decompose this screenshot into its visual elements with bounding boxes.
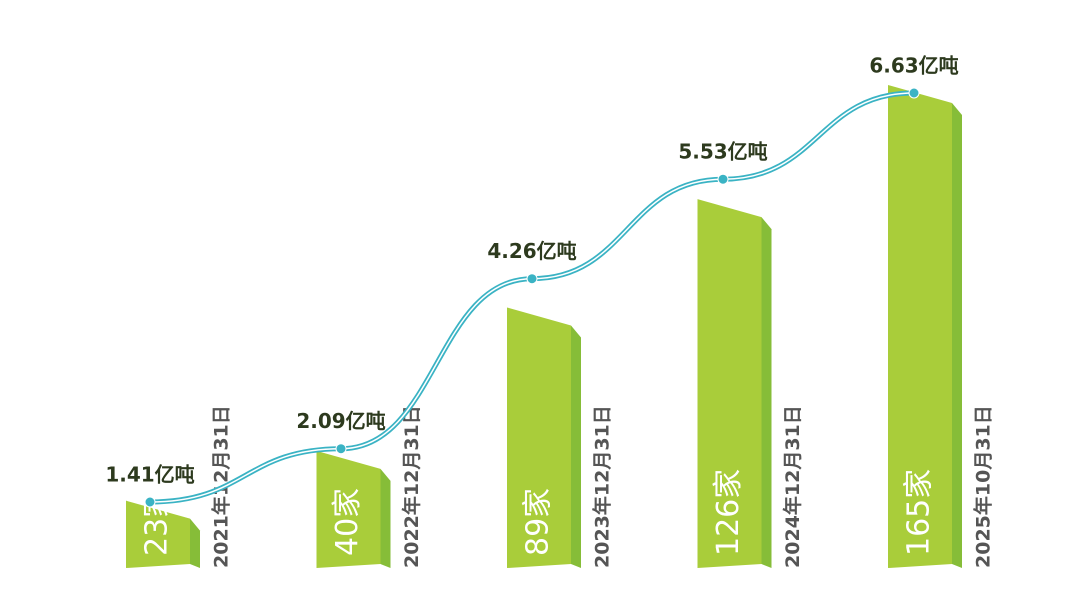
value-label: 5.53亿吨 — [678, 140, 767, 164]
bar — [316, 450, 381, 568]
bar-side — [952, 103, 962, 568]
x-tick-label: 2023年12月31日 — [591, 405, 614, 568]
bar-side — [761, 217, 772, 568]
value-label: 4.26亿吨 — [487, 239, 576, 263]
point — [717, 173, 729, 185]
value-label: 1.41亿吨 — [105, 463, 194, 487]
point — [335, 443, 347, 455]
point — [144, 496, 156, 508]
value-label: 6.63亿吨 — [869, 54, 958, 78]
bar — [697, 199, 762, 568]
bar-label: 23家 — [140, 488, 175, 556]
bar-side — [380, 468, 391, 568]
bar — [888, 85, 952, 568]
bar-label: 40家 — [330, 488, 365, 556]
bar-label: 165家 — [902, 469, 937, 556]
bar-label: 126家 — [711, 469, 746, 556]
bar-side — [571, 325, 581, 568]
bar — [507, 307, 571, 568]
value-label: 2.09亿吨 — [296, 409, 385, 433]
bar-label: 89家 — [521, 488, 556, 556]
x-tick-label: 2024年12月31日 — [781, 405, 804, 568]
point — [908, 87, 920, 99]
bar — [126, 500, 190, 568]
bar-side — [190, 518, 200, 568]
x-tick-label: 2025年10月31日 — [972, 405, 995, 568]
point — [526, 273, 538, 285]
x-tick-label: 2022年12月31日 — [400, 405, 423, 568]
